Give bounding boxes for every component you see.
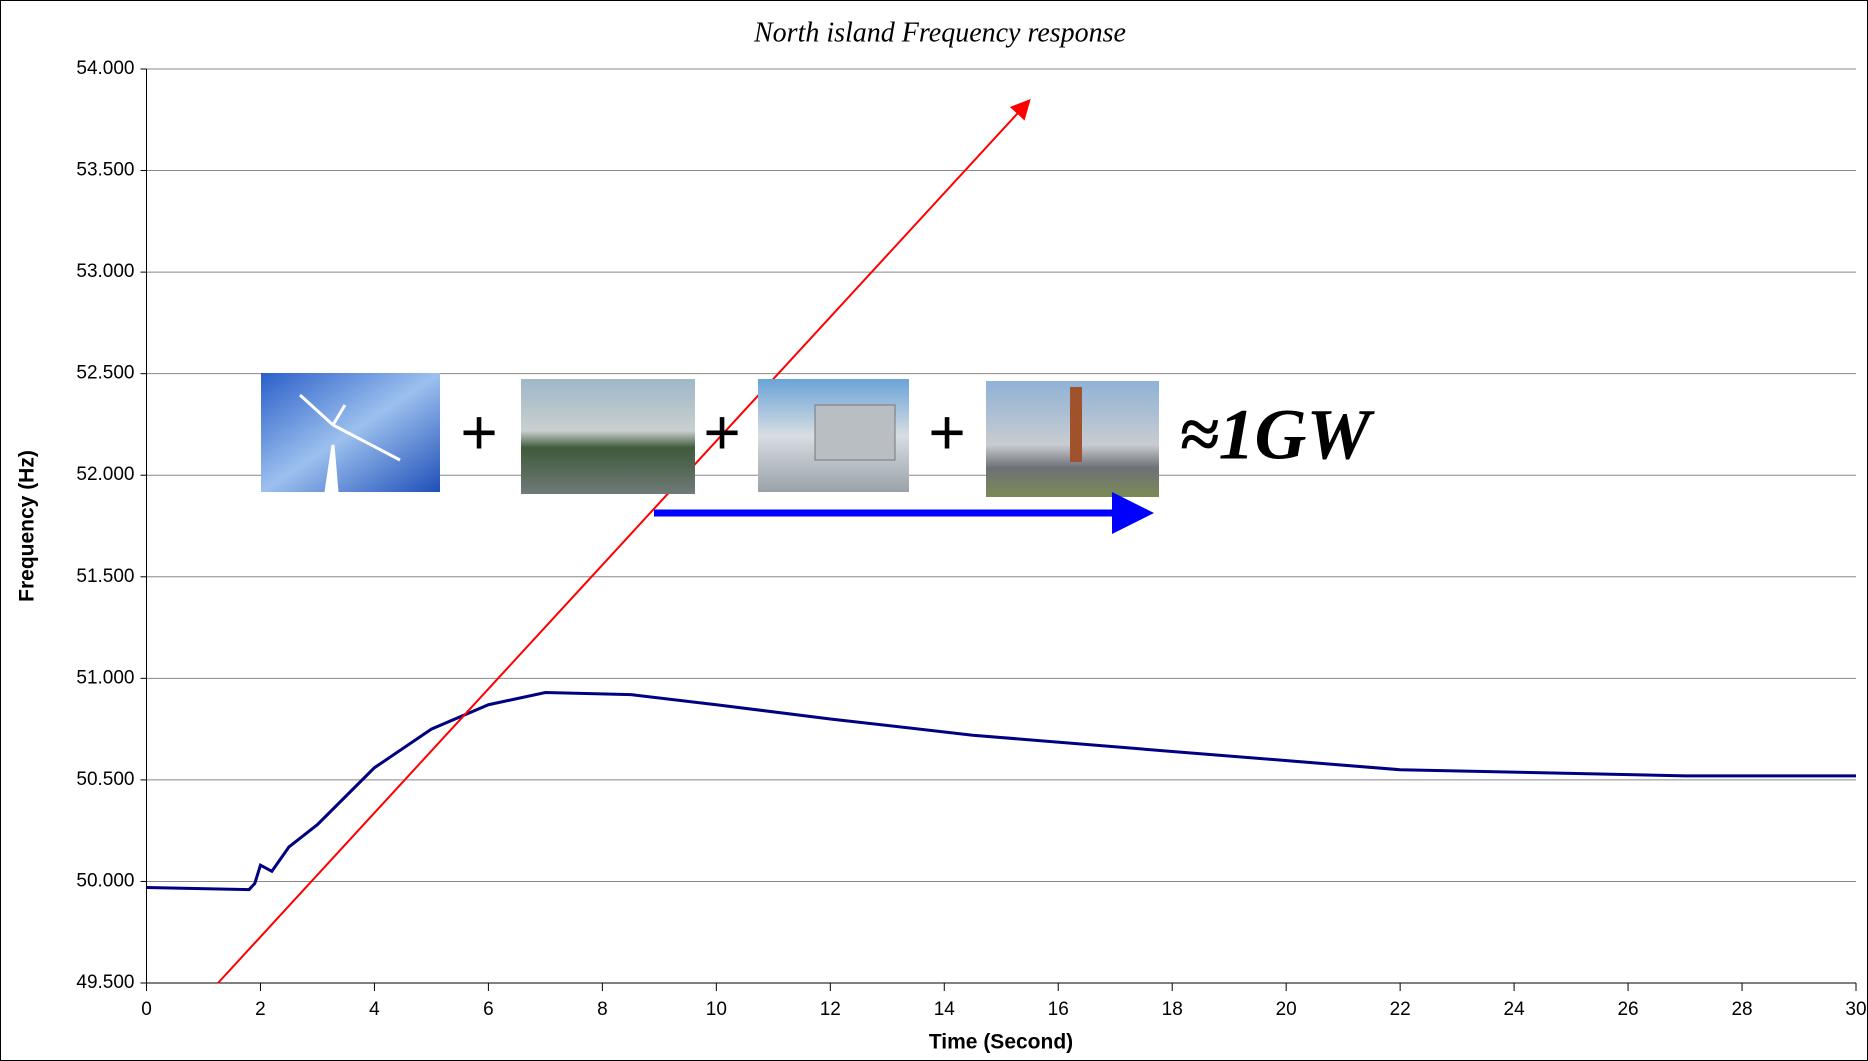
capacity-label: ≈1GW: [1179, 395, 1376, 475]
y-tick-label: 50.000: [76, 870, 134, 891]
y-tick-label: 50.500: [76, 769, 134, 790]
x-tick-label: 8: [597, 999, 608, 1020]
red-arrow: [217, 99, 1031, 984]
x-tick-label: 26: [1617, 999, 1638, 1020]
x-tick-label: 18: [1162, 999, 1183, 1020]
gas-turbine-shape: [814, 404, 896, 461]
y-tick-label: 53.500: [76, 160, 134, 181]
x-tick-label: 12: [820, 999, 841, 1020]
chart-title: North island Frequency response: [753, 17, 1126, 48]
x-tick-label: 2: [255, 999, 266, 1020]
plot-area: 49.500 50.000 50.500 51.000 51.500 52.000 52.5…: [76, 58, 1866, 1020]
y-tick-label: 51.000: [76, 667, 134, 688]
x-tick-label: 4: [369, 999, 380, 1020]
x-tick-label: 28: [1731, 999, 1752, 1020]
x-tick-label: 0: [141, 999, 152, 1020]
x-axis-title: Time (Second): [929, 1031, 1073, 1054]
y-axis-title: Frequency (Hz): [16, 450, 39, 602]
x-tick-label: 24: [1504, 999, 1526, 1020]
coal-plant-chimney: [1070, 387, 1082, 462]
y-tick-label: 54.000: [76, 58, 134, 79]
x-tick-label: 30: [1845, 999, 1866, 1020]
y-tick-label: 51.500: [76, 566, 134, 587]
annotation-layer: + + + ≈1GW: [217, 99, 1376, 984]
y-tick-label: 52.500: [76, 363, 134, 384]
x-tick-label: 10: [706, 999, 727, 1020]
y-tick-label: 53.000: [76, 261, 134, 282]
y-tick-label: 52.000: [76, 464, 134, 485]
x-tick-label: 22: [1390, 999, 1411, 1020]
plus-sign: +: [460, 396, 497, 468]
plus-sign: +: [928, 396, 965, 468]
y-tick-label: 49.500: [76, 972, 134, 993]
x-tick-label: 14: [934, 999, 956, 1020]
x-tick-label: 6: [483, 999, 494, 1020]
x-tick-label: 20: [1276, 999, 1297, 1020]
wind-turbine-shape: [298, 393, 401, 494]
data-line: [146, 691, 1856, 892]
plus-sign: +: [703, 396, 740, 468]
x-tick-label: 16: [1048, 999, 1069, 1020]
geothermal-photo: [521, 379, 695, 494]
